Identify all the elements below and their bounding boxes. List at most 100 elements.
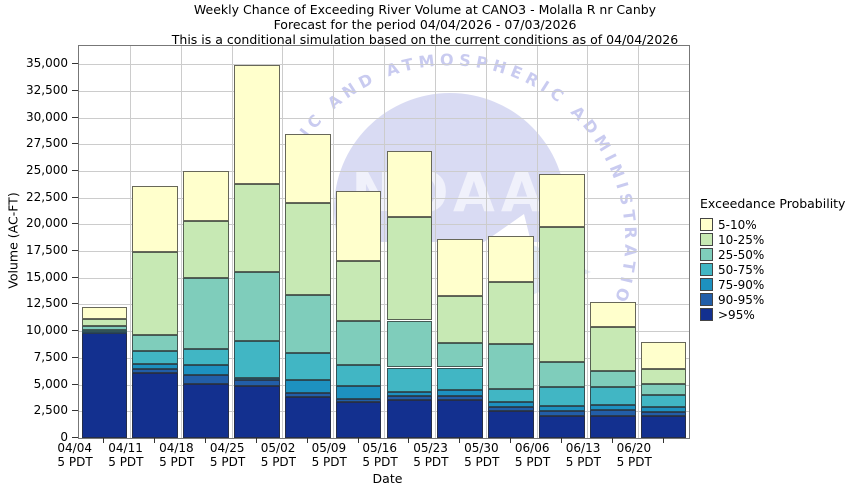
bar-segment-95 [539, 415, 585, 438]
x-tick-label: 05/02 5 PDT [260, 441, 297, 469]
y-tick-mark [72, 330, 78, 332]
bar-segment-75-90 [183, 365, 229, 375]
y-tick-mark [72, 169, 78, 171]
legend-item: 5-10% [700, 217, 845, 232]
bar-segment-90-95 [234, 380, 280, 386]
x-tick-mark [306, 437, 308, 443]
bar-segment-90-95 [589, 410, 636, 416]
x-tick-mark [560, 437, 562, 443]
y-tick-mark [72, 63, 78, 65]
bar-segment-10-25 [132, 252, 179, 335]
y-tick-label: 17,500 [26, 243, 68, 258]
x-tick-label: 05/23 5 PDT [413, 441, 449, 469]
bar-segment-95 [589, 415, 636, 438]
y-tick-label: 5,000 [33, 376, 68, 391]
bar-segment-75-90 [335, 385, 382, 399]
y-tick-mark [72, 223, 78, 225]
bar-segment-90-95 [335, 399, 382, 403]
x-tick-mark [459, 437, 461, 443]
bar-segment-75-90 [488, 402, 534, 407]
bar-segment-10-25 [183, 221, 229, 278]
bar-segment-25-50 [183, 277, 229, 350]
gridline-vertical [282, 46, 284, 438]
x-tick-mark [255, 437, 257, 443]
bar-segment-10-25 [640, 368, 687, 384]
y-tick-mark [72, 250, 78, 252]
x-tick-mark [154, 437, 156, 443]
bar-segment-90-95 [640, 412, 687, 417]
x-tick-mark [103, 437, 105, 443]
bar-segment-25-50 [589, 370, 636, 388]
bar-segment-50-75 [132, 351, 179, 365]
y-tick-mark [72, 437, 78, 438]
bar-segment-75-90 [234, 378, 280, 381]
bar-segment-25-50 [640, 383, 687, 396]
x-tick-label: 05/30 5 PDT [464, 441, 500, 469]
bar-segment-25-50 [81, 326, 128, 331]
legend-item: 50-75% [700, 262, 845, 277]
y-tick-label: 7,500 [33, 349, 68, 364]
legend-label: 75-90% [718, 277, 765, 292]
y-tick-label: 0 [60, 430, 68, 444]
bar-segment-90-95 [539, 410, 585, 416]
y-tick-label: 15,000 [26, 269, 68, 284]
bar-segment-75-90 [386, 392, 433, 397]
legend-item: 25-50% [700, 247, 845, 262]
y-tick-mark [72, 89, 78, 91]
bar-segment-75-90 [539, 405, 585, 411]
legend-title: Exceedance Probability [700, 196, 846, 211]
x-tick-mark [611, 437, 613, 443]
legend-swatch-10-25-icon [700, 233, 713, 246]
bar-segment-5-10 [437, 239, 484, 296]
legend-item: 75-90% [700, 277, 845, 292]
bar-segment-5-10 [132, 185, 179, 253]
x-tick-mark [510, 437, 512, 443]
bar-segment-75-90 [640, 407, 687, 413]
bar-segment-50-75 [335, 364, 382, 386]
x-tick-label: 06/06 5 PDT [514, 441, 551, 469]
gridline-vertical [333, 46, 335, 438]
bar-segment-75-90 [589, 404, 636, 411]
x-tick-label: 04/18 5 PDT [159, 441, 195, 469]
bar-segment-25-50 [437, 342, 484, 368]
bar-segment-25-50 [488, 344, 534, 389]
bar-segment-75-90 [132, 364, 179, 370]
bar-segment-10-25 [335, 260, 382, 321]
bar-segment-5-10 [81, 307, 128, 319]
chart-title-block: Weekly Chance of Exceeding River Volume … [0, 2, 850, 47]
gridline-vertical [384, 46, 385, 438]
legend-label: 10-25% [718, 232, 765, 247]
bar-segment-10-25 [539, 226, 585, 363]
legend-item: 10-25% [700, 232, 845, 247]
bar-segment-5-10 [589, 301, 636, 327]
gridline-vertical [485, 46, 487, 438]
y-tick-mark [72, 143, 78, 145]
bar-segment-25-50 [335, 320, 382, 365]
y-tick-mark [72, 196, 78, 198]
legend-label: 25-50% [718, 247, 765, 262]
legend-label: 50-75% [718, 262, 765, 277]
legend-item: >95% [700, 307, 845, 322]
legend-label: 5-10% [718, 217, 757, 232]
bar-segment-10-25 [589, 326, 636, 371]
bar-segment-95 [335, 402, 382, 438]
legend-swatch-90-95-icon [700, 293, 713, 306]
bar-segment-10-25 [488, 282, 534, 344]
bar-segment-25-50 [386, 320, 433, 368]
bar-segment-50-75 [589, 387, 636, 405]
y-tick-label: 12,500 [26, 296, 68, 311]
bar-segment-95 [81, 333, 128, 438]
x-tick-mark [408, 437, 410, 443]
x-tick-label: 04/11 5 PDT [108, 441, 144, 469]
y-tick-mark [72, 116, 78, 118]
bar-segment-25-50 [539, 362, 585, 388]
bar-segment-90-95 [183, 374, 229, 384]
bar-segment-95 [386, 399, 433, 438]
legend-swatch-5-10-icon [700, 218, 713, 231]
x-tick-mark [205, 437, 207, 443]
bar-segment-95 [234, 385, 280, 438]
gridline-vertical [180, 46, 182, 438]
x-tick-mark [357, 437, 359, 443]
